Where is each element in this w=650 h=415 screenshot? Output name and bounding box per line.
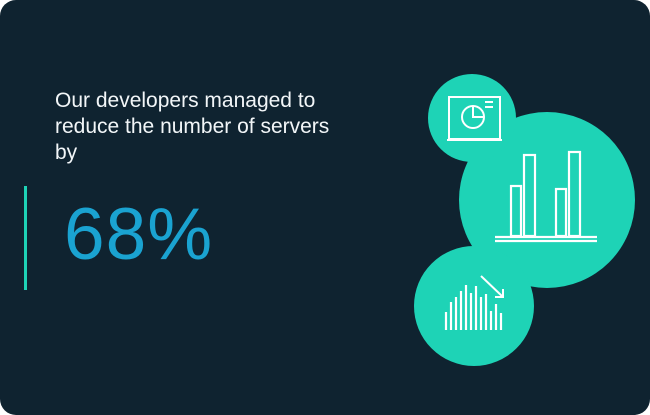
headline-text: Our developers managed to reduce the num… [55, 89, 330, 164]
stat-value: 68% [64, 194, 214, 275]
accent-divider [24, 186, 27, 290]
decreasing-histogram-icon [414, 246, 534, 366]
dashboard-monitor-icon [428, 74, 516, 162]
bar-chart-icon [459, 112, 635, 288]
